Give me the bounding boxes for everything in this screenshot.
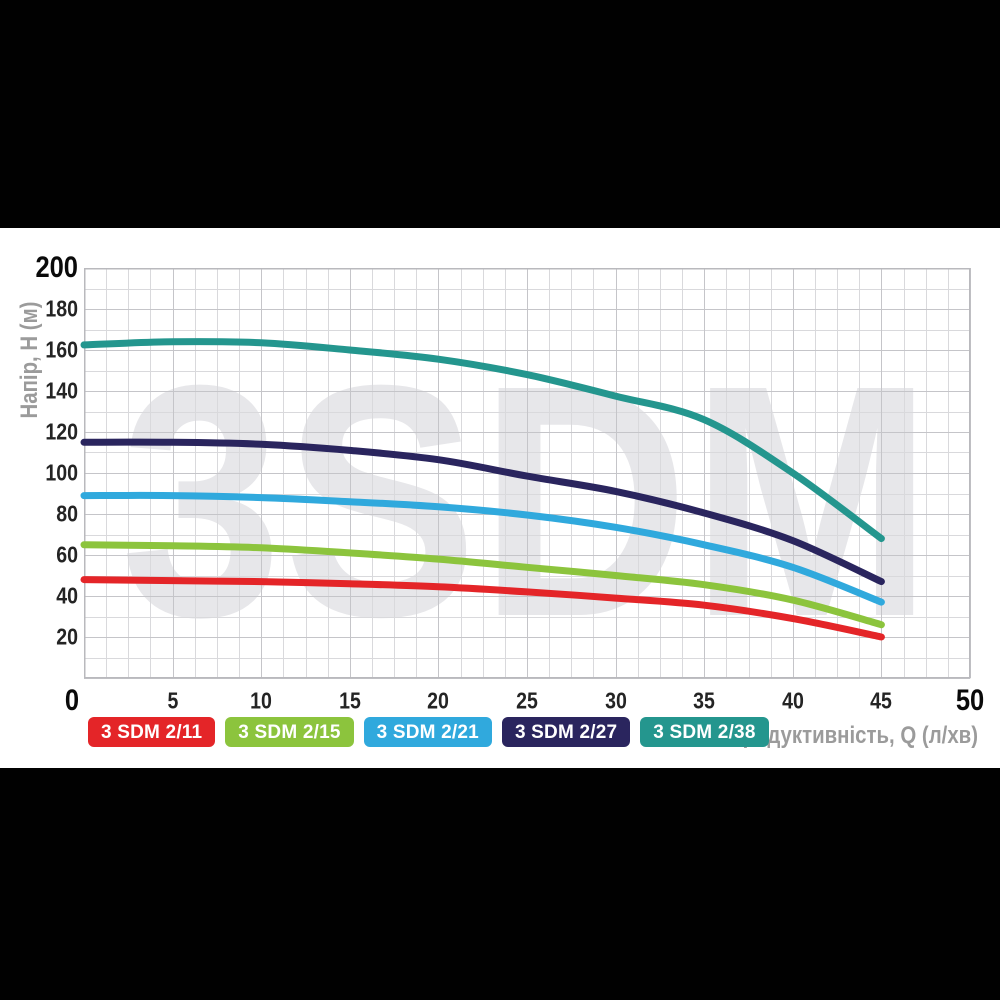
y-tick-label-80: 80	[56, 500, 78, 527]
x-tick-label-50: 50	[955, 684, 985, 717]
x-tick-label-35: 35	[693, 687, 716, 714]
x-axis-title: Продуктивність, Q (л/хв)	[728, 722, 978, 749]
x-tick-label-30: 30	[604, 687, 627, 714]
plot-canvas	[80, 267, 971, 679]
curve-3-sdm-2-27	[80, 438, 885, 586]
x-tick-label-5: 5	[167, 687, 179, 714]
x-tick-label-15: 15	[338, 687, 361, 714]
y-tick-label-140: 140	[45, 377, 78, 404]
legend: 3 SDM 2/11 3 SDM 2/15 3 SDM 2/21 3 SDM 2/27…	[88, 717, 769, 747]
y-tick-label-40: 40	[56, 582, 78, 609]
y-tick-label-120: 120	[45, 418, 78, 445]
curve-3-sdm-2-11	[80, 576, 885, 641]
y-tick-label-100: 100	[45, 459, 78, 486]
x-tick-label-25: 25	[516, 687, 538, 714]
curve-3-sdm-2-38	[80, 338, 885, 543]
legend-badge-3-sdm-2-15: 3 SDM 2/15	[225, 717, 354, 747]
x-tick-label-10: 10	[250, 687, 273, 714]
x-tick-label-20: 20	[427, 687, 450, 714]
y-axis-title: Напір, H (м)	[16, 301, 43, 419]
top-letterbox-bar	[0, 0, 1000, 228]
legend-badge-3-sdm-2-21: 3 SDM 2/21	[363, 717, 492, 747]
x-tick-label-0: 0	[64, 684, 80, 717]
y-tick-label-200: 200	[35, 251, 78, 284]
x-tick-label-45: 45	[870, 687, 893, 714]
legend-badge-3-sdm-2-38: 3 SDM 2/38	[640, 717, 769, 747]
y-tick-label-160: 160	[45, 336, 78, 363]
y-tick-label-20: 20	[56, 623, 78, 650]
bottom-letterbox-bar	[0, 768, 1000, 1000]
x-tick-label-40: 40	[781, 687, 804, 714]
y-tick-label-180: 180	[45, 295, 78, 322]
plot-border	[83, 267, 971, 679]
legend-badge-3-sdm-2-27: 3 SDM 2/27	[501, 717, 631, 747]
curve-3-sdm-2-15	[80, 541, 885, 629]
legend-badge-3-sdm-2-11: 3 SDM 2/11	[88, 717, 216, 747]
curve-3-sdm-2-21	[80, 491, 885, 606]
y-tick-label-60: 60	[56, 541, 78, 568]
